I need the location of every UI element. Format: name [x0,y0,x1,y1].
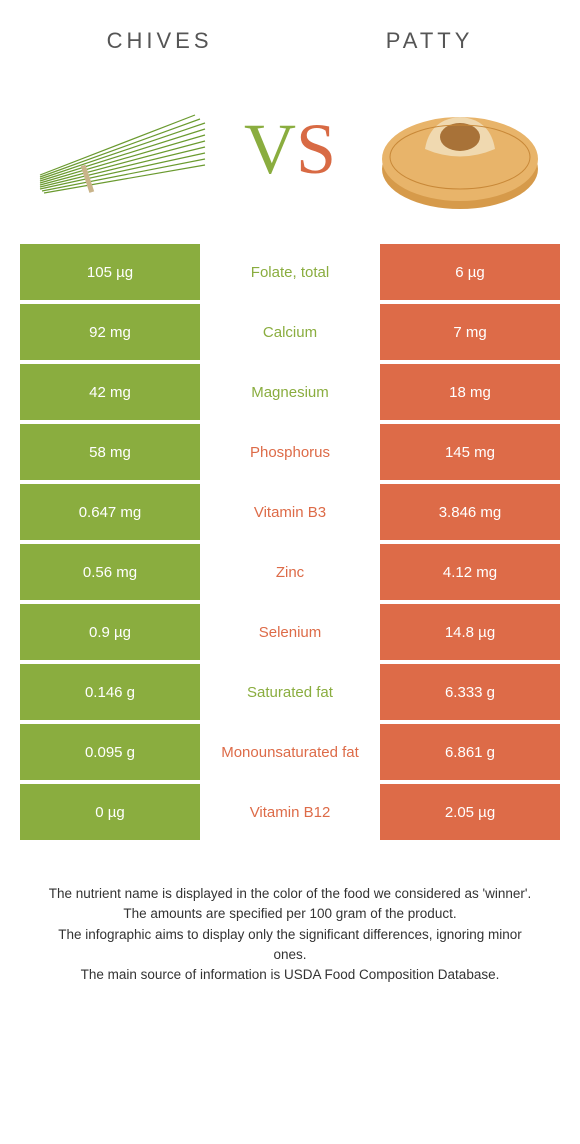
title-left: Chives [107,28,213,54]
value-right: 4.12 mg [380,544,560,600]
value-left: 0.647 mg [20,484,200,540]
value-right: 3.846 mg [380,484,560,540]
table-row: 92 mgCalcium7 mg [20,304,560,360]
nutrient-label: Vitamin B12 [200,784,380,840]
nutrient-label: Magnesium [200,364,380,420]
nutrient-label: Folate, total [200,244,380,300]
table-row: 42 mgMagnesium18 mg [20,364,560,420]
footer-line-2: The amounts are specified per 100 gram o… [40,904,540,924]
vs-label: VS [244,108,336,191]
value-left: 92 mg [20,304,200,360]
value-right: 145 mg [380,424,560,480]
table-row: 0 µgVitamin B122.05 µg [20,784,560,840]
header: Chives Patty [0,0,580,64]
nutrient-label: Phosphorus [200,424,380,480]
nutrient-label: Zinc [200,544,380,600]
value-right: 14.8 µg [380,604,560,660]
value-right: 7 mg [380,304,560,360]
footer-line-4: The main source of information is USDA F… [40,965,540,985]
value-left: 0.9 µg [20,604,200,660]
value-left: 0.56 mg [20,544,200,600]
nutrient-label: Saturated fat [200,664,380,720]
table-row: 0.9 µgSelenium14.8 µg [20,604,560,660]
table-row: 105 µgFolate, total6 µg [20,244,560,300]
value-right: 6.333 g [380,664,560,720]
footer-notes: The nutrient name is displayed in the co… [0,844,580,985]
title-right: Patty [386,28,474,54]
value-left: 42 mg [20,364,200,420]
value-left: 58 mg [20,424,200,480]
table-row: 0.56 mgZinc4.12 mg [20,544,560,600]
vs-s: S [296,109,336,189]
value-left: 0.095 g [20,724,200,780]
table-row: 58 mgPhosphorus145 mg [20,424,560,480]
value-right: 6.861 g [380,724,560,780]
chives-image [30,84,210,214]
value-right: 18 mg [380,364,560,420]
value-right: 6 µg [380,244,560,300]
hero-row: VS [0,64,580,244]
value-left: 105 µg [20,244,200,300]
table-row: 0.647 mgVitamin B33.846 mg [20,484,560,540]
patty-image [370,84,550,214]
comparison-table: 105 µgFolate, total6 µg92 mgCalcium7 mg4… [20,244,560,840]
value-right: 2.05 µg [380,784,560,840]
nutrient-label: Calcium [200,304,380,360]
vs-v: V [244,109,296,189]
footer-line-3: The infographic aims to display only the… [40,925,540,966]
value-left: 0 µg [20,784,200,840]
footer-line-1: The nutrient name is displayed in the co… [40,884,540,904]
value-left: 0.146 g [20,664,200,720]
nutrient-label: Monounsaturated fat [200,724,380,780]
nutrient-label: Vitamin B3 [200,484,380,540]
table-row: 0.095 gMonounsaturated fat6.861 g [20,724,560,780]
table-row: 0.146 gSaturated fat6.333 g [20,664,560,720]
nutrient-label: Selenium [200,604,380,660]
